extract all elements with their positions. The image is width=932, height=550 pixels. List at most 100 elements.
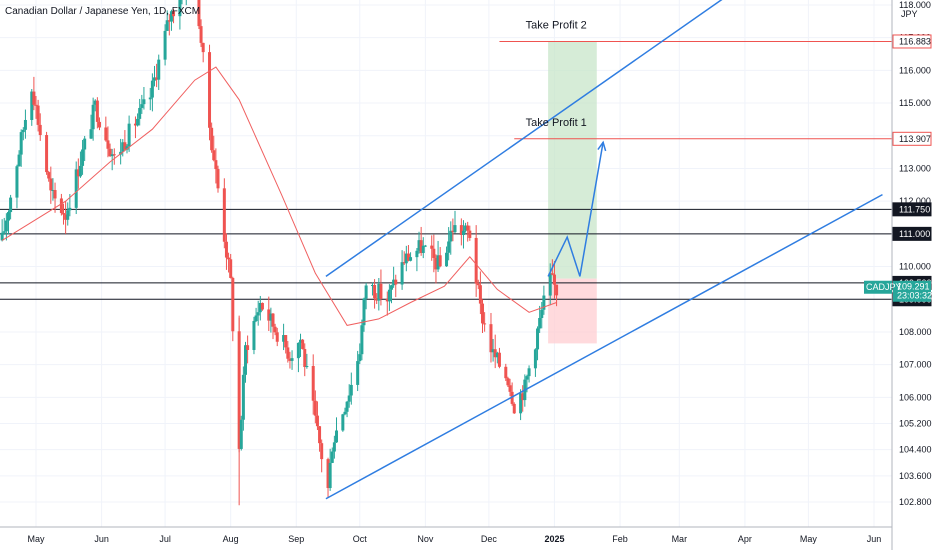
candle-body: [461, 230, 465, 235]
candle-body: [34, 104, 38, 106]
position-zones: [548, 41, 597, 344]
candle-body: [66, 210, 70, 220]
moving-average-line: [1, 66, 557, 326]
candle-body: [246, 345, 250, 350]
candle-body: [172, 11, 176, 17]
time-tick-label: Jun: [94, 534, 109, 544]
candle-body: [404, 253, 408, 264]
candle-body: [453, 225, 457, 233]
price-axis-background: [892, 0, 932, 550]
candle-body: [15, 166, 19, 198]
candle-body: [214, 160, 218, 170]
candle-body: [495, 352, 499, 358]
candle-body: [510, 391, 514, 404]
candle-body: [210, 127, 214, 151]
candle-body: [318, 426, 322, 444]
candle-body: [258, 302, 262, 313]
candle-body: [121, 142, 125, 152]
price-tick-label: 112.000: [899, 196, 931, 206]
symbol-badge: [864, 280, 892, 294]
candle-body: [436, 255, 440, 270]
candle-body: [377, 283, 381, 301]
price-tick-label: 115.000: [899, 98, 931, 108]
candle-body: [23, 119, 27, 130]
candle-body: [241, 374, 245, 420]
candle-body: [76, 169, 80, 177]
candle-body: [400, 262, 404, 285]
candle-body: [83, 138, 87, 150]
candle-body: [9, 197, 13, 213]
price-tick-label: 107.000: [899, 360, 932, 370]
candle-body: [201, 42, 205, 53]
candle-body: [379, 283, 383, 299]
price-tick-label: 105.200: [899, 419, 932, 429]
candle-body: [136, 118, 140, 126]
time-tick-label: May: [27, 534, 45, 544]
time-tick-label: Feb: [612, 534, 628, 544]
candle-body: [68, 207, 72, 211]
price-tick-label: 118.000: [899, 0, 931, 10]
time-tick-label: Nov: [417, 534, 434, 544]
time-tick-label: May: [800, 534, 818, 544]
take-profit-label: Take Profit 1: [526, 117, 587, 129]
time-axis[interactable]: May Jun Jul Aug Sep Oct Nov Dec 2025 Feb Mar Apr May…: [27, 534, 881, 544]
candle-body: [260, 302, 264, 310]
time-tick-label: Mar: [672, 534, 688, 544]
candle-body: [6, 212, 10, 221]
price-tick-label: 113.000: [899, 163, 931, 173]
price-tick-label: 108.000: [899, 327, 932, 337]
candle-body: [104, 127, 108, 141]
candle-body: [345, 401, 349, 412]
candle-body: [362, 298, 366, 326]
candle-body: [163, 30, 167, 60]
candle-body: [434, 257, 438, 270]
candle-body: [275, 332, 279, 342]
projection-path: [547, 142, 604, 277]
candle-body: [165, 20, 169, 31]
candle-body: [216, 169, 220, 189]
candle-body: [415, 250, 419, 258]
candle-body: [417, 240, 421, 251]
candle-body: [169, 11, 173, 22]
candle-body: [47, 172, 51, 179]
candle-body: [419, 240, 423, 254]
candle-body: [254, 315, 258, 321]
candle-body: [288, 358, 292, 361]
time-tick-label: Dec: [481, 534, 498, 544]
candle-body: [421, 245, 425, 254]
candle-body: [110, 154, 114, 157]
candle-body: [17, 154, 21, 167]
time-tick-label: Sep: [288, 534, 304, 544]
candle-body: [273, 326, 277, 333]
candle-body: [347, 395, 351, 402]
candle-body: [478, 285, 482, 304]
candle-body: [330, 451, 334, 463]
candle-body: [30, 91, 34, 120]
candle-body: [229, 259, 233, 278]
candle-body: [326, 459, 330, 489]
candle-body: [142, 99, 146, 105]
candle-body: [464, 225, 468, 231]
candle-body: [127, 123, 131, 147]
candle-body: [93, 100, 97, 105]
candle-body: [286, 347, 290, 359]
candle-body: [267, 309, 271, 321]
last-price-value: 109.291: [897, 282, 930, 292]
candle-body: [445, 252, 449, 267]
time-tick-label: Apr: [738, 534, 752, 544]
candle-body: [212, 150, 216, 161]
candle-body: [53, 190, 57, 199]
profit-zone: [548, 41, 597, 279]
candle-body: [447, 241, 451, 253]
candle-body: [438, 255, 442, 267]
candle-body: [62, 213, 66, 215]
candle-body: [538, 318, 542, 329]
candle-body: [341, 414, 345, 431]
candle-body: [466, 225, 470, 231]
bar-countdown: 23:03:32: [897, 291, 932, 301]
candle-body: [148, 97, 152, 100]
candle-body: [459, 225, 463, 235]
annotations: Take Profit 2 Take Profit 1: [526, 19, 587, 128]
